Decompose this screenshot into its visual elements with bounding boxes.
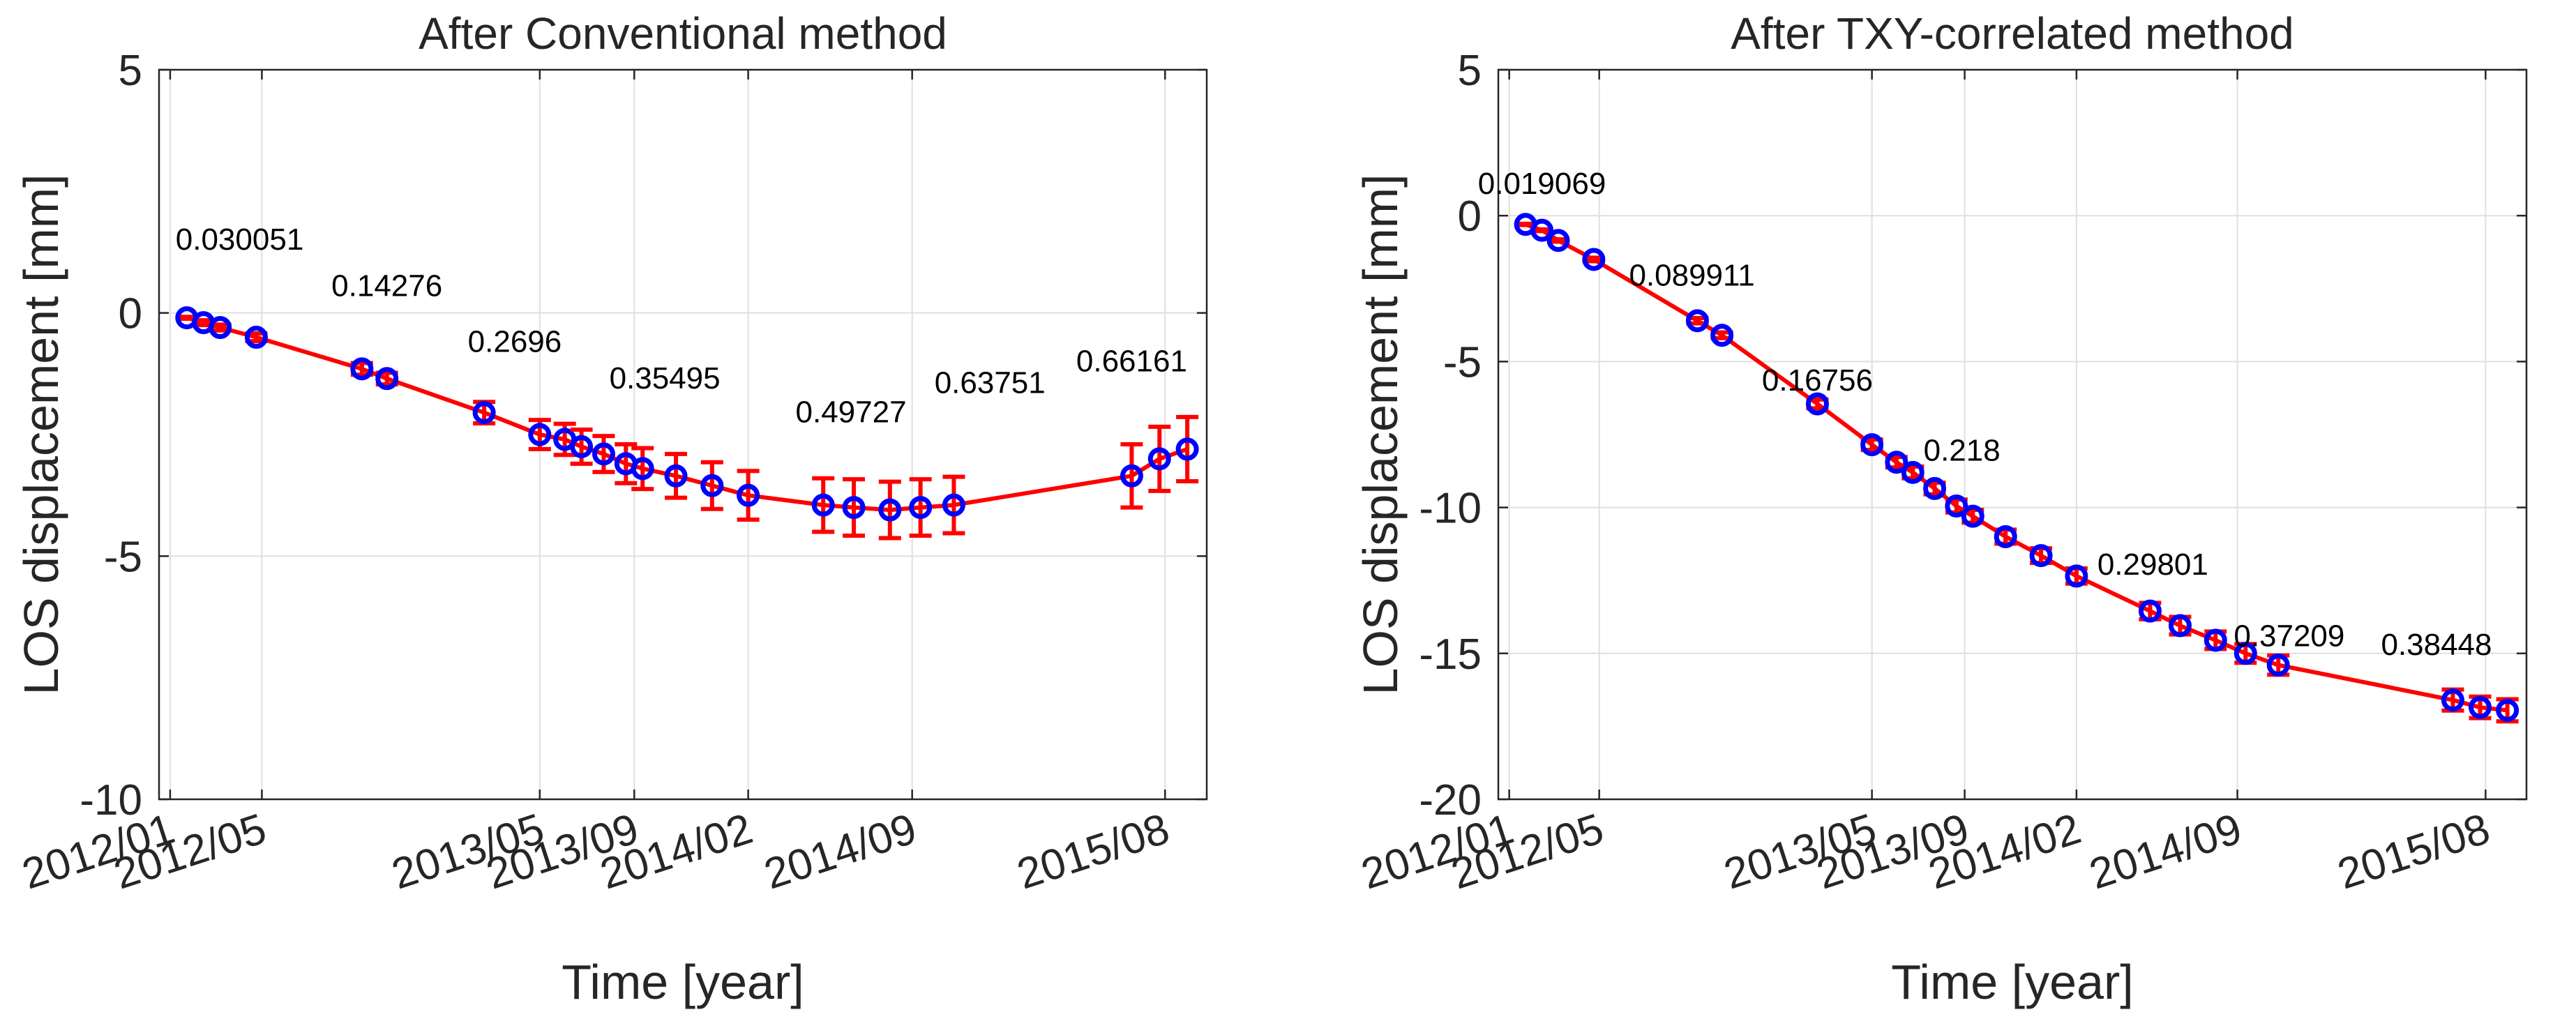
data-point — [570, 435, 594, 458]
errorbar — [843, 477, 866, 538]
plot-area — [159, 70, 1207, 799]
data-point — [244, 326, 268, 349]
data-point — [909, 496, 933, 520]
data-annotation: 0.030051 — [176, 222, 304, 257]
data-annotation: 0.49727 — [796, 395, 907, 430]
x-axis-label: Time [year] — [1891, 955, 2133, 1009]
y-tick-label: -5 — [1443, 338, 1482, 386]
data-point — [942, 493, 965, 517]
data-annotation: 0.38448 — [2381, 628, 2492, 662]
data-point — [737, 483, 760, 507]
data-annotation: 0.019069 — [1478, 167, 1606, 201]
y-tick-label: -20 — [1419, 776, 1482, 824]
y-tick-label: -10 — [1419, 485, 1482, 533]
data-point — [2065, 564, 2088, 588]
data-point — [2234, 642, 2257, 665]
y-tick-label: 5 — [1458, 47, 1482, 95]
data-point — [1710, 324, 1734, 347]
data-annotation: 0.218 — [1924, 434, 2001, 468]
data-point — [375, 367, 399, 391]
data-point — [2204, 628, 2227, 652]
errorbar — [942, 474, 965, 536]
data-point — [2496, 698, 2519, 722]
y-tick-label: -5 — [104, 533, 142, 581]
x-tick-label: 2014/09 — [2084, 805, 2247, 899]
data-point — [842, 496, 866, 520]
data-point — [1120, 464, 1143, 488]
errorbar — [700, 460, 723, 511]
data-annotation: 0.14276 — [331, 269, 442, 303]
axes-box — [1497, 68, 2528, 801]
data-point — [811, 493, 835, 517]
data-point — [592, 442, 615, 466]
errorbar — [909, 477, 932, 538]
y-tick-label: -15 — [1419, 631, 1482, 679]
errorbar — [1176, 414, 1199, 483]
data-point — [631, 457, 654, 481]
data-annotation: 0.16756 — [1762, 363, 1873, 398]
errorbar — [615, 441, 638, 485]
data-point — [2168, 614, 2192, 637]
data-point — [1961, 504, 1984, 528]
plot-area — [1498, 70, 2526, 799]
data-point — [1582, 248, 1606, 271]
data-point — [1885, 451, 1908, 474]
chart-title: After TXY-correlated method — [1731, 8, 2294, 59]
y-axis-label: LOS displacement [mm] — [1353, 174, 1408, 695]
x-tick-label: 2015/08 — [1011, 805, 1175, 899]
data-point — [1530, 218, 1554, 242]
x-axis-label: Time [year] — [562, 955, 804, 1009]
data-annotation: 0.66161 — [1076, 344, 1187, 378]
data-point — [528, 423, 552, 446]
errorbar — [592, 434, 615, 474]
x-tick-label: 2015/08 — [2332, 805, 2495, 899]
data-point — [1147, 447, 1171, 471]
data-point — [2266, 654, 2290, 677]
data-annotation: 0.37209 — [2234, 619, 2344, 653]
errorbar — [812, 476, 835, 534]
data-annotation: 0.089911 — [1629, 259, 1754, 293]
data-point — [1923, 476, 1947, 500]
data-point — [1860, 433, 1884, 457]
axes-box — [158, 68, 1208, 801]
data-point — [209, 316, 232, 340]
data-point — [2469, 695, 2492, 719]
data-point — [878, 498, 902, 522]
data-point — [664, 464, 688, 488]
errorbar — [737, 469, 760, 522]
data-point — [350, 357, 374, 381]
data-point — [472, 401, 496, 425]
data-point — [1685, 309, 1709, 333]
data-annotation: 0.35495 — [610, 361, 721, 395]
data-point — [1175, 437, 1199, 461]
data-point — [1901, 460, 1925, 484]
data-annotation: 0.63751 — [935, 366, 1046, 400]
errorbar — [1120, 441, 1143, 510]
data-annotation: 0.2696 — [468, 324, 562, 358]
data-point — [1805, 392, 1829, 416]
data-point — [2029, 544, 2053, 568]
data-point — [2138, 599, 2162, 623]
data-point — [700, 474, 724, 497]
data-point — [2441, 688, 2464, 712]
y-axis-label: LOS displacement [mm] — [14, 174, 68, 695]
chart-title: After Conventional method — [419, 8, 947, 59]
errorbar — [631, 446, 654, 492]
data-point — [1945, 495, 1968, 518]
y-tick-label: 0 — [119, 290, 142, 338]
y-tick-label: 0 — [1458, 193, 1482, 241]
data-point — [1546, 229, 1570, 252]
x-tick-label: 2014/09 — [759, 805, 922, 899]
y-tick-label: -10 — [80, 776, 142, 824]
errorbar — [665, 451, 688, 500]
errorbar — [1148, 424, 1171, 493]
data-point — [1994, 524, 2017, 548]
y-tick-label: 5 — [119, 47, 142, 95]
errorbar — [878, 479, 901, 541]
data-annotation: 0.29801 — [2097, 548, 2208, 582]
